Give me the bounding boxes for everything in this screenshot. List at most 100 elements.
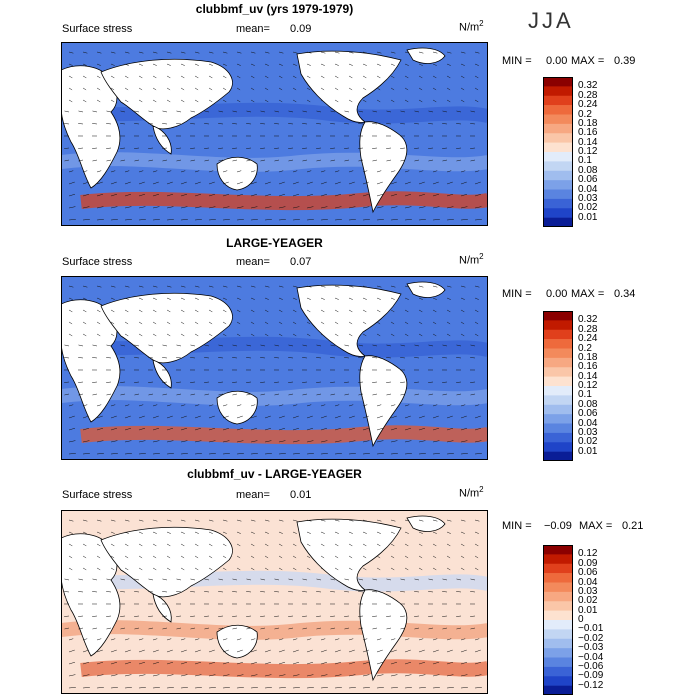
wind-vector [404, 321, 409, 325]
wind-vector [320, 75, 325, 79]
wind-vector [418, 297, 423, 300]
wind-vector [68, 649, 75, 653]
wind-vector [194, 427, 202, 431]
colorbar-swatch [543, 657, 573, 668]
wind-vector [264, 206, 272, 209]
wind-vector [176, 578, 182, 581]
wind-vector [218, 381, 224, 383]
wind-vector [470, 123, 476, 125]
wind-vector [358, 110, 364, 113]
wind-vector [456, 627, 462, 630]
wind-vector [180, 297, 185, 300]
wind-vector [190, 578, 196, 581]
wind-vector [96, 170, 102, 173]
stress-shading-band [61, 386, 488, 406]
wind-vector [474, 193, 482, 197]
wind-vector [442, 627, 448, 630]
wind-vector [418, 87, 423, 91]
wind-vector [232, 591, 238, 593]
wind-vector [330, 159, 336, 162]
wind-vector [152, 309, 157, 313]
wind-vector [194, 440, 202, 443]
wind-vector [334, 555, 339, 559]
wind-vector [302, 110, 308, 113]
wind-vector [278, 674, 286, 677]
wind-vector [236, 309, 241, 313]
wind-vector [348, 75, 353, 79]
wind-vector [460, 206, 468, 209]
wind-vector [166, 321, 171, 325]
wind-vector [236, 427, 244, 431]
wind-vector [390, 170, 396, 173]
wind-vector [446, 440, 454, 443]
wind-vector [358, 615, 364, 617]
wind-vector [152, 555, 157, 559]
wind-vector [264, 87, 269, 91]
wind-vector [250, 404, 256, 407]
wind-vector [236, 219, 244, 221]
wind-vector [390, 649, 397, 653]
wind-vector [166, 193, 174, 197]
wind-vector [274, 110, 280, 113]
colorbar-swatch [543, 123, 573, 134]
wind-vector [334, 519, 340, 522]
wind-vector [306, 309, 311, 313]
wind-vector [292, 567, 297, 571]
wind-vector [260, 627, 266, 630]
wind-vector [106, 344, 112, 347]
wind-vector [428, 123, 434, 125]
wind-vector [148, 123, 154, 125]
wind-vector [474, 333, 479, 337]
wind-vector [288, 344, 294, 347]
wind-vector [320, 297, 325, 300]
wind-vector [194, 674, 202, 677]
wind-vector [432, 297, 437, 300]
wind-vector [82, 687, 90, 689]
wind-vector [194, 51, 200, 54]
wind-vector [222, 415, 229, 419]
stress-shading-band [80, 191, 488, 211]
wind-vector [442, 381, 448, 383]
colorbar-swatch [543, 357, 573, 368]
wind-vector [120, 123, 126, 125]
wind-vector [362, 661, 370, 665]
wind-vector [362, 51, 368, 54]
wind-vector [260, 381, 266, 383]
wind-vector [456, 147, 462, 149]
wind-vector [460, 567, 465, 571]
wind-vector [120, 381, 126, 383]
wind-vector [180, 51, 186, 54]
wind-vector [138, 687, 146, 689]
wind-vector [264, 440, 272, 443]
wind-vector [470, 591, 476, 593]
wind-vector [264, 193, 272, 197]
wind-vector [372, 344, 378, 347]
wind-vector [446, 519, 452, 522]
max-label: MAX = [571, 288, 605, 300]
wind-vector [278, 555, 283, 559]
wind-vector [82, 333, 87, 337]
wind-vector [96, 687, 104, 689]
wind-vector [96, 321, 101, 325]
wind-vector [138, 75, 143, 79]
wind-vector [460, 219, 468, 221]
wind-vector [460, 661, 468, 665]
wind-vector [348, 170, 354, 173]
wind-vector [250, 555, 255, 559]
wind-vector [68, 63, 73, 66]
wind-vector [148, 627, 154, 630]
wind-vector [446, 333, 451, 337]
wind-vector [180, 219, 188, 221]
variable-label: Surface stress [62, 23, 133, 35]
wind-vector [460, 415, 467, 419]
wind-vector [334, 51, 340, 54]
colorbar [543, 545, 573, 695]
wind-vector [292, 321, 297, 325]
wind-vector [180, 661, 188, 665]
wind-vector [442, 615, 448, 617]
wind-vector [274, 147, 280, 149]
wind-vector [152, 531, 157, 534]
wind-vector [68, 519, 74, 522]
wind-vector [348, 649, 355, 653]
wind-vector [320, 193, 328, 197]
